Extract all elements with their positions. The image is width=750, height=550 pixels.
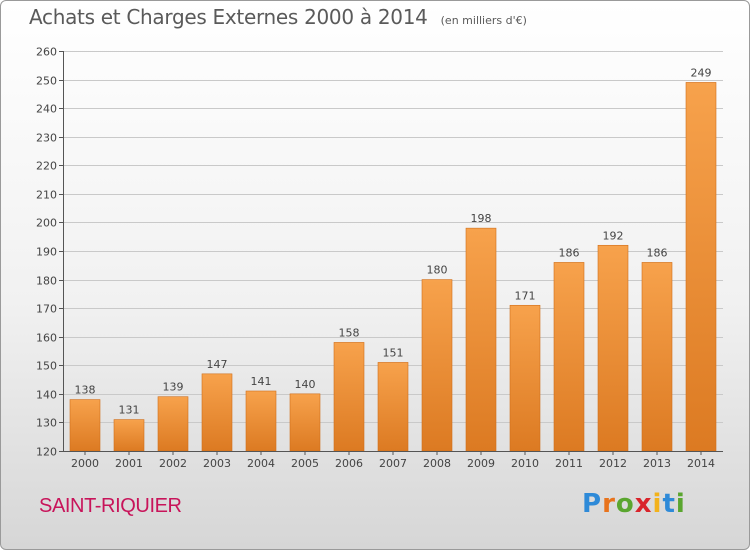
data-label-2002: 139 (163, 381, 184, 394)
logo-letter: i (675, 489, 686, 519)
x-tick-label: 2013 (643, 457, 671, 470)
data-label-2003: 147 (207, 358, 228, 371)
bar-2004 (245, 390, 277, 452)
y-tick-label: 150 (36, 360, 57, 373)
x-tick-label: 2011 (555, 457, 583, 470)
chart-title: Achats et Charges Externes 2000 à 2014 (29, 5, 428, 29)
y-tick-label: 240 (36, 103, 57, 116)
x-tick-label: 2005 (291, 457, 319, 470)
bar-2012 (597, 244, 629, 452)
data-label-2001: 131 (119, 404, 140, 417)
y-tick-label: 140 (36, 389, 57, 402)
bar-2008 (421, 279, 453, 452)
y-tick-label: 250 (36, 75, 57, 88)
y-tick-label: 180 (36, 275, 57, 288)
data-label-2006: 158 (339, 326, 360, 339)
x-tick-label: 2001 (115, 457, 143, 470)
data-label-2013: 186 (647, 246, 668, 259)
bar-2014 (685, 82, 717, 452)
data-label-2000: 138 (75, 384, 96, 397)
bar-2005 (289, 393, 321, 452)
y-tick-label: 200 (36, 217, 57, 230)
y-tick-label: 120 (36, 446, 57, 459)
logo-letter: P (582, 489, 603, 519)
y-tick-label: 190 (36, 246, 57, 259)
x-tick-label: 2004 (247, 457, 275, 470)
bars (69, 82, 717, 452)
proxiti-logo: Proxiti (582, 489, 686, 519)
x-tick-label: 2002 (159, 457, 187, 470)
y-axis: 120 130 140 150 160 170 180 190 200 210 220 230 240 2… (36, 46, 64, 459)
bar-2002 (157, 396, 189, 452)
bar-2009 (465, 227, 497, 452)
unit-note: (en milliers d'€) (440, 14, 527, 27)
y-tick-label: 130 (36, 417, 57, 430)
x-axis: 2000 2001 2002 2003 2004 2005 2006 2007 2008 2009… (63, 451, 723, 470)
logo-letter: o (615, 489, 635, 519)
y-tick-label: 260 (36, 46, 57, 59)
y-tick-label: 220 (36, 160, 57, 173)
bar-2000 (69, 399, 101, 452)
y-tick-label: 160 (36, 332, 57, 345)
logo-letter: x (634, 489, 653, 519)
bar-2003 (201, 373, 233, 452)
y-tick-label: 230 (36, 132, 57, 145)
bar-2010 (509, 304, 541, 452)
x-tick-label: 2000 (71, 457, 99, 470)
bar-2007 (377, 362, 409, 452)
data-label-2010: 171 (515, 289, 536, 302)
logo-letter: t (662, 489, 676, 519)
data-label-2009: 198 (471, 212, 492, 225)
x-tick-label: 2009 (467, 457, 495, 470)
bar-2006 (333, 342, 365, 452)
location-label: SAINT-RIQUIER (39, 495, 182, 517)
x-tick-label: 2007 (379, 457, 407, 470)
x-tick-label: 2008 (423, 457, 451, 470)
data-label-2012: 192 (603, 229, 624, 242)
x-tick-label: 2012 (599, 457, 627, 470)
data-label-2007: 151 (383, 346, 404, 359)
x-tick-label: 2010 (511, 457, 539, 470)
data-label-2005: 140 (295, 378, 316, 391)
data-labels: 138 131 139 147 141 140 158 151 180 198 171 186 192 1… (75, 66, 712, 416)
bar-2013 (641, 262, 673, 452)
y-tick-label: 170 (36, 303, 57, 316)
bar-2011 (553, 262, 585, 452)
data-label-2004: 141 (251, 375, 272, 388)
data-label-2011: 186 (559, 246, 580, 259)
data-label-2014: 249 (691, 66, 712, 79)
logo-letter: i (652, 489, 663, 519)
y-tick-label: 210 (36, 189, 57, 202)
x-tick-label: 2014 (687, 457, 715, 470)
x-tick-label: 2006 (335, 457, 363, 470)
bar-2001 (113, 419, 145, 452)
data-label-2008: 180 (427, 264, 448, 277)
chart-title-block: Achats et Charges Externes 2000 à 2014 (… (29, 5, 527, 29)
logo-letter: r (602, 489, 616, 519)
x-tick-label: 2003 (203, 457, 231, 470)
